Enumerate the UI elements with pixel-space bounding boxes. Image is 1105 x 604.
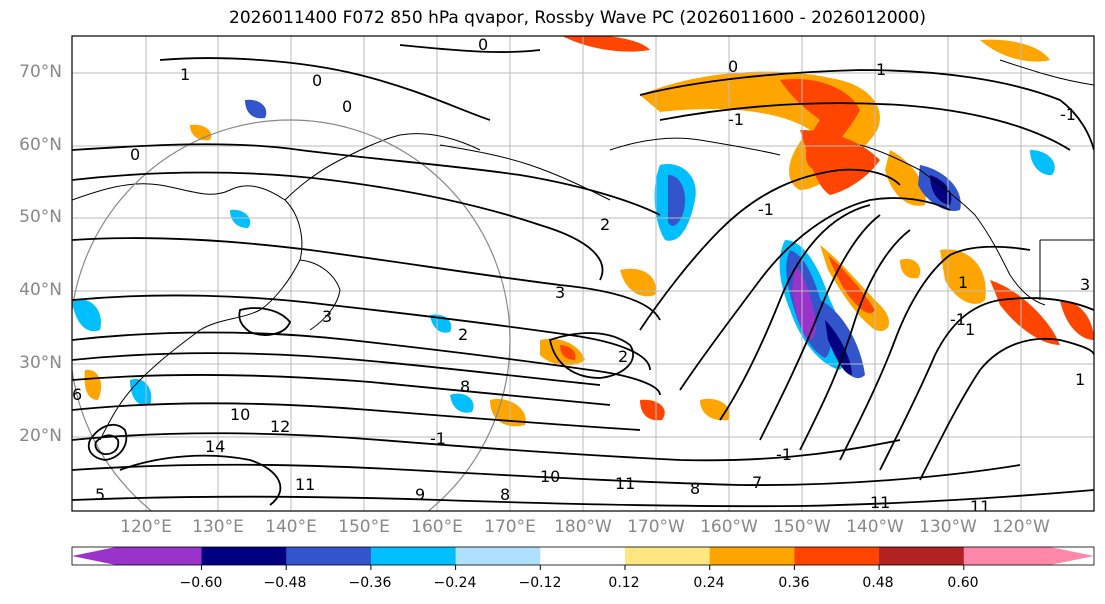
contour-label: -1 xyxy=(728,110,744,129)
lat-label: 30°N xyxy=(19,353,62,373)
colorbar-segment xyxy=(794,547,880,565)
lon-label: 180°W xyxy=(554,517,612,537)
contour-label: 10 xyxy=(230,405,250,424)
contour-label: 0 xyxy=(728,57,738,76)
colorbar-tick-label: 0.36 xyxy=(778,575,810,591)
lon-label: 140°E xyxy=(265,517,317,537)
lon-label: 130°W xyxy=(919,517,977,537)
contour-label: -1 xyxy=(430,429,446,448)
lat-label: 50°N xyxy=(19,207,62,227)
contour-label: 1 xyxy=(965,320,975,339)
contour-label: 14 xyxy=(205,437,225,456)
contour-label: -1 xyxy=(1060,105,1076,124)
colorbar-segment xyxy=(540,547,626,565)
colorbar-segment xyxy=(963,547,1050,565)
colorbar-tick-label: 0.60 xyxy=(947,575,979,591)
colorbar-segment xyxy=(116,547,202,565)
colorbar-tick-label: −0.60 xyxy=(179,575,223,591)
colorbar-segment xyxy=(709,547,795,565)
contour-label: -1 xyxy=(758,200,774,219)
contour-label: 3 xyxy=(1080,275,1090,294)
contour-label: -1 xyxy=(950,310,966,329)
lat-label: 40°N xyxy=(19,280,62,300)
contour-label: 0 xyxy=(312,71,322,90)
contour-label: 2 xyxy=(618,347,628,366)
lon-label: 120°W xyxy=(992,517,1050,537)
qvapor-shading xyxy=(72,36,1094,427)
lon-label: 130°E xyxy=(192,517,244,537)
contour-label: 9 xyxy=(415,485,425,504)
contour-label: 8 xyxy=(460,377,470,396)
map-border xyxy=(71,35,1095,512)
contour-label: -1 xyxy=(776,445,792,464)
contour-lines xyxy=(72,44,1094,508)
lon-label: 160°E xyxy=(411,517,463,537)
colorbar-tick-label: 0.48 xyxy=(862,575,894,591)
colorbar-segment xyxy=(455,547,541,565)
contour-label: 1 xyxy=(180,65,190,84)
colorbar-tick-label: −0.48 xyxy=(263,575,307,591)
colorbar-tick-label: −0.12 xyxy=(518,575,562,591)
colorbar xyxy=(71,546,1095,570)
contour-label: 2 xyxy=(600,215,610,234)
colorbar-tick-label: 0.24 xyxy=(693,575,725,591)
colorbar-extend-low xyxy=(72,547,116,565)
contour-label: 7 xyxy=(752,473,762,492)
contour-labels: 0 0 0 0 0 1 1 1 1 1 2 2 2 3 3 3 8 8 8 10… xyxy=(72,35,1090,516)
colorbar-segment xyxy=(370,547,457,565)
colorbar-segment xyxy=(286,547,372,565)
contour-label: 1 xyxy=(876,60,886,79)
colorbar-segment xyxy=(625,547,711,565)
colorbar-tick-label: 0.12 xyxy=(608,575,640,591)
contour-label: 0 xyxy=(342,97,352,116)
colorbar-segment xyxy=(201,547,287,565)
contour-label: 11 xyxy=(615,474,635,493)
contour-label: 1 xyxy=(958,273,968,292)
contour-label: 11 xyxy=(870,493,890,512)
colorbar-tick-label: −0.24 xyxy=(433,575,477,591)
lon-label: 150°E xyxy=(338,517,390,537)
lat-label: 60°N xyxy=(19,135,62,155)
contour-label: 8 xyxy=(500,485,510,504)
lon-label: 150°W xyxy=(773,517,831,537)
lon-label: 170°E xyxy=(484,517,536,537)
contour-label: 5 xyxy=(95,485,105,504)
contour-label: 11 xyxy=(970,497,990,516)
colorbar-extend-high xyxy=(1050,547,1094,565)
region-circle xyxy=(72,119,511,511)
contour-label: 11 xyxy=(295,475,315,494)
contour-label: 8 xyxy=(690,479,700,498)
contour-label: 0 xyxy=(130,145,140,164)
lat-label: 20°N xyxy=(19,426,62,446)
contour-label: 2 xyxy=(458,325,468,344)
colorbar-segment xyxy=(879,547,965,565)
lon-label: 160°W xyxy=(700,517,758,537)
contour-label: 3 xyxy=(555,283,565,302)
colorbar-tick-label: −0.36 xyxy=(348,575,392,591)
contour-label: 6 xyxy=(72,385,82,404)
contour-label: 10 xyxy=(540,467,560,486)
contour-label: 3 xyxy=(322,307,332,326)
map-title: 2026011400 F072 850 hPa qvapor, Rossby W… xyxy=(229,8,926,28)
contour-label: 0 xyxy=(478,35,488,54)
lon-label: 170°W xyxy=(627,517,685,537)
lon-label: 140°W xyxy=(846,517,904,537)
contour-label: 12 xyxy=(270,417,290,436)
contour-label: 1 xyxy=(1075,370,1085,389)
lon-label: 120°E xyxy=(120,517,172,537)
lat-label: 70°N xyxy=(19,62,62,82)
